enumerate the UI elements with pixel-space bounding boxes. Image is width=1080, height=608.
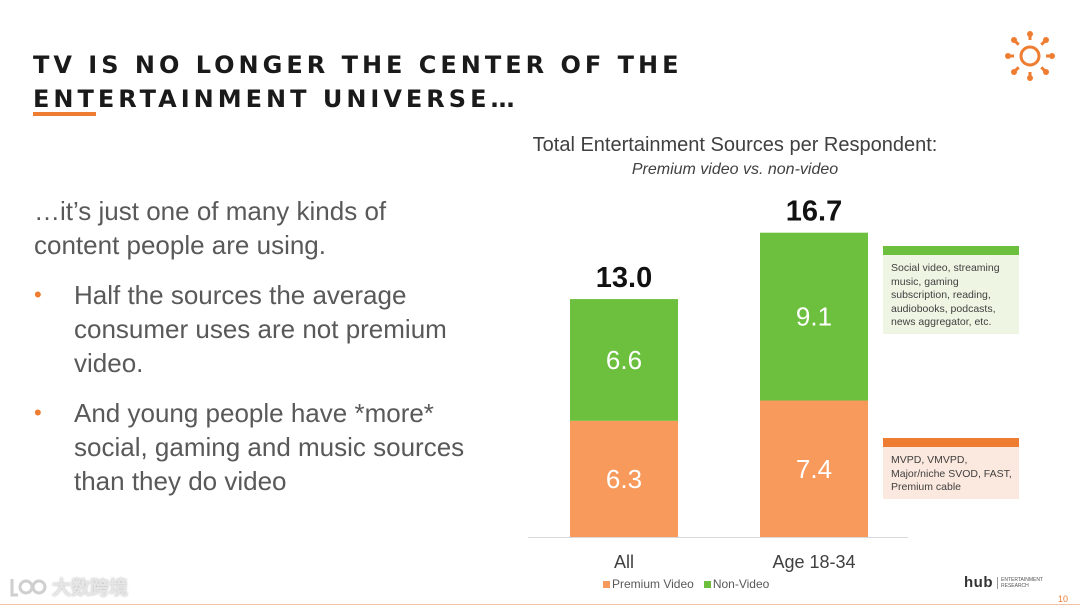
non-video-annotation: Social video, streaming music, gaming su… (883, 246, 1019, 334)
bullet-item: • And young people have *more* social, g… (34, 396, 474, 498)
total-label-0: 13.0 (596, 262, 652, 294)
legend-swatch-non-video (703, 580, 711, 588)
body-text: …it’s just one of many kinds of content … (34, 194, 474, 514)
bullet-text: And young people have *more* social, gam… (74, 398, 465, 496)
bullet-list: • Half the sources the average consumer … (34, 278, 474, 498)
hub-logo-tagline: ENTERTAINMENT RESEARCH (997, 576, 1057, 589)
title-underline (33, 112, 96, 116)
bar-premium-video-1 (760, 400, 868, 537)
legend-swatch-premium-video (603, 580, 610, 588)
bullet-dot-icon: • (34, 282, 42, 307)
bullet-text: Half the sources the average consumer us… (74, 280, 447, 378)
hub-logo: hub ENTERTAINMENT RESEARCH (964, 574, 1057, 591)
chart-legend: Premium Video Non-Video (603, 577, 769, 591)
legend-item-non-video: Non-Video (703, 577, 770, 591)
watermark-text: 大数跨境 (52, 578, 129, 599)
hub-logo-word: hub (964, 574, 993, 591)
lead-text: …it’s just one of many kinds of content … (34, 196, 387, 260)
chart-title: Total Entertainment Sources per Responde… (532, 134, 938, 156)
bar-premium-video-0 (570, 420, 678, 537)
bullet-dot-icon: • (34, 400, 42, 425)
sun-logo-icon (1005, 31, 1055, 81)
data-label-non-video-1: 9.1 (796, 302, 832, 332)
data-label-premium-video-1: 7.4 (796, 454, 832, 484)
category-label-1: Age 18-34 (772, 552, 855, 572)
bottom-rule (0, 604, 1080, 605)
slide-title: TV IS NO LONGER THE CENTER OF THE ENTERT… (33, 51, 683, 113)
bar-non-video-0 (570, 299, 678, 421)
total-label-1: 16.7 (786, 196, 842, 228)
legend-label-premium-video: Premium Video (612, 577, 694, 591)
category-label-0: All (614, 552, 634, 572)
premium-video-annotation: MVPD, VMVPD, Major/niche SVOD, FAST, Pre… (883, 438, 1019, 499)
data-label-premium-video-0: 6.3 (606, 464, 642, 494)
legend-item-premium-video: Premium Video (603, 577, 694, 591)
watermark-logo-icon (10, 578, 47, 596)
watermark: 大数跨境 (8, 573, 128, 600)
bar-non-video-1 (760, 232, 868, 401)
data-label-non-video-0: 6.6 (606, 345, 642, 375)
chart-subtitle: Premium video vs. non-video (631, 161, 839, 178)
page-number: 10 (1058, 594, 1069, 604)
legend-label-non-video: Non-Video (712, 577, 770, 591)
bullet-item: • Half the sources the average consumer … (34, 278, 474, 380)
